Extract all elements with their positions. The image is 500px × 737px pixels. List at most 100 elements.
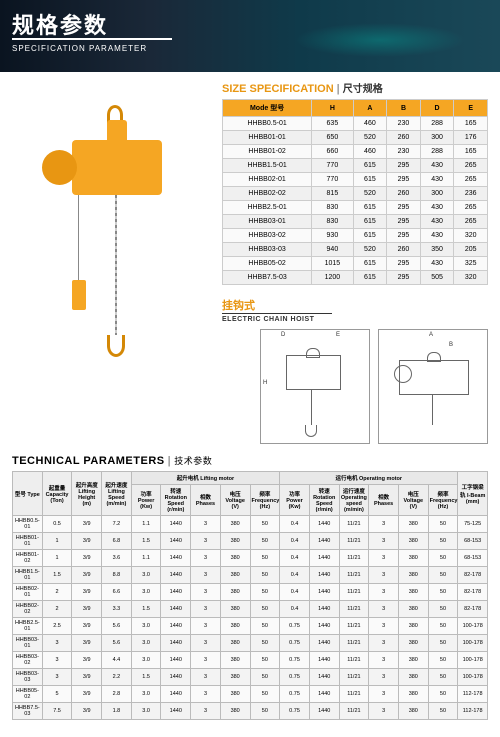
tech-cell: 380 <box>398 550 428 567</box>
size-cell: 615 <box>353 215 387 229</box>
size-cell: HHBB03-03 <box>223 243 312 257</box>
tech-cell: 380 <box>220 567 250 584</box>
diag-label-e: E <box>336 332 340 338</box>
tech-cell: 3 <box>369 618 399 635</box>
size-cell: 295 <box>387 271 421 285</box>
tech-cell: 50 <box>428 550 458 567</box>
size-cell: 460 <box>353 117 387 131</box>
tech-cell: 50 <box>250 635 280 652</box>
size-th: D <box>420 100 454 117</box>
tech-cell: 3 <box>369 669 399 686</box>
tech-cell: 50 <box>428 686 458 703</box>
size-cell: 265 <box>454 201 488 215</box>
size-cell: 205 <box>454 243 488 257</box>
tech-cell: 1.5 <box>42 567 72 584</box>
tech-row: HHBB7.5-037.53/91.83.014403380500.751440… <box>13 703 488 720</box>
size-cell: 650 <box>312 131 353 145</box>
size-cell: 615 <box>353 201 387 215</box>
tech-cell: 82-178 <box>458 567 488 584</box>
hero-title-en: SPECIFICATION PARAMETER <box>12 44 147 53</box>
th-pw: 功率 Power (Kw) <box>131 485 161 516</box>
size-cell: 430 <box>420 159 454 173</box>
tech-cell: 3 <box>191 686 221 703</box>
th-os: 运行速度 Operating speed (m/min) <box>339 485 369 516</box>
size-row: HHBB02-01770615295430265 <box>223 173 488 187</box>
size-cell: 295 <box>387 257 421 271</box>
hoist-hook-bottom-icon <box>107 335 125 357</box>
tech-cell: 50 <box>250 703 280 720</box>
size-cell: 635 <box>312 117 353 131</box>
tech-cell: 6.8 <box>102 533 132 550</box>
size-cell: HHBB1.5-01 <box>223 159 312 173</box>
tech-cell: 11/21 <box>339 601 369 618</box>
size-cell: 260 <box>387 243 421 257</box>
tech-cell: 3 <box>369 533 399 550</box>
tech-cell: 1440 <box>309 533 339 550</box>
tech-cell: 50 <box>250 516 280 533</box>
size-th: Mode 型号 <box>223 100 312 117</box>
tech-cell: 3 <box>191 618 221 635</box>
tech-cell: 3 <box>191 550 221 567</box>
tech-cell: 1.1 <box>131 516 161 533</box>
tech-cell: 3/9 <box>72 686 102 703</box>
tech-cell: 380 <box>398 635 428 652</box>
size-row: HHBB1.5-01770615295430265 <box>223 159 488 173</box>
th-lh: 起升高度 Lifting Height (m) <box>72 472 102 516</box>
tech-cell: 5.6 <box>102 618 132 635</box>
tech-cell: 1440 <box>309 601 339 618</box>
tech-cell: 380 <box>220 618 250 635</box>
size-cell: 320 <box>454 229 488 243</box>
tech-cell: 3.3 <box>102 601 132 618</box>
tech-cell: 1440 <box>161 652 191 669</box>
tech-cell: 50 <box>428 652 458 669</box>
size-cell: HHBB02-02 <box>223 187 312 201</box>
size-cell: 300 <box>420 131 454 145</box>
tech-cell: 380 <box>398 584 428 601</box>
tech-cell: 11/21 <box>339 584 369 601</box>
tech-cell: 0.75 <box>280 635 310 652</box>
tech-cell: 380 <box>220 516 250 533</box>
tech-cell: 3/9 <box>72 669 102 686</box>
size-cell: 430 <box>420 201 454 215</box>
size-cell: 830 <box>312 215 353 229</box>
size-cell: 350 <box>420 243 454 257</box>
tech-cell: 50 <box>250 550 280 567</box>
th-ls: 起升速度 Lifting Speed (m/min) <box>102 472 132 516</box>
tech-cell: 50 <box>428 703 458 720</box>
tech-row: HHBB01-0113/96.81.514403380500.4144011/2… <box>13 533 488 550</box>
tech-cell: 3.0 <box>131 652 161 669</box>
tech-cell: 3.0 <box>131 567 161 584</box>
tech-cell: 380 <box>398 601 428 618</box>
th-type: 型号 Type <box>13 472 43 516</box>
tech-cell: 3/9 <box>72 635 102 652</box>
size-title-en: SIZE SPECIFICATION <box>222 83 334 95</box>
tech-cell: 3 <box>191 635 221 652</box>
size-cell: 770 <box>312 173 353 187</box>
tech-cell: 3 <box>369 584 399 601</box>
tech-row: HHBB01-0213/93.61.114403380500.4144011/2… <box>13 550 488 567</box>
tech-cell: 3 <box>369 703 399 720</box>
tech-cell: 1440 <box>309 635 339 652</box>
size-cell: HHBB01-02 <box>223 145 312 159</box>
size-cell: HHBB05-02 <box>223 257 312 271</box>
tech-cell: 3.0 <box>131 686 161 703</box>
tech-cell: 3 <box>191 516 221 533</box>
hoist-body-icon <box>72 140 162 195</box>
size-title-cn: 尺寸规格 <box>343 84 383 95</box>
product-illustration <box>12 80 212 400</box>
size-row: HHBB2.5-01830615295430265 <box>223 201 488 215</box>
tech-cell: HHBB05-02 <box>13 686 43 703</box>
tech-cell: 1440 <box>161 669 191 686</box>
tech-row: HHBB2.5-012.53/95.63.014403380500.751440… <box>13 618 488 635</box>
tech-cell: 6.6 <box>102 584 132 601</box>
tech-cell: 3 <box>42 652 72 669</box>
tech-cell: 380 <box>398 533 428 550</box>
size-cell: HHBB7.5-03 <box>223 271 312 285</box>
tech-cell: 11/21 <box>339 669 369 686</box>
size-row: HHBB03-01830615295430265 <box>223 215 488 229</box>
tech-cell: 380 <box>220 652 250 669</box>
tech-cell: 1.1 <box>131 550 161 567</box>
tech-cell: 3 <box>369 516 399 533</box>
tech-cell: 0.4 <box>280 601 310 618</box>
size-cell: 615 <box>353 257 387 271</box>
